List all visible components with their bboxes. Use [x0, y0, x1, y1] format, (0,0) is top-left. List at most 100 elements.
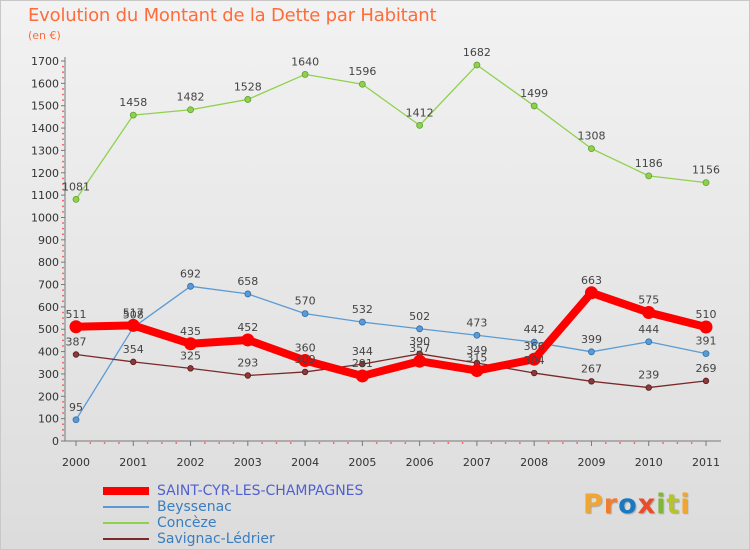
x-minor-dot: [318, 442, 321, 444]
data-label: 1156: [692, 164, 720, 177]
data-label: 502: [409, 310, 430, 323]
y-tick-label: 900: [38, 234, 59, 247]
y-minor-dot: [62, 155, 64, 157]
proxiti-logo: Proxiti: [583, 489, 691, 520]
logo-letter: P: [583, 489, 604, 520]
data-label: 1458: [119, 96, 147, 109]
data-point: [702, 350, 710, 358]
data-point: [530, 369, 538, 377]
y-minor-dot: [62, 423, 64, 426]
data-label: 532: [352, 303, 373, 316]
y-tick-label: 1600: [31, 77, 59, 90]
y-minor-dot: [62, 244, 64, 247]
y-minor-dot: [62, 412, 64, 414]
data-label: 344: [352, 345, 373, 358]
axes: 0 100 200 300 400 500 600 700 800 900 1000 1100 1200…: [31, 55, 721, 469]
y-minor-dot: [62, 65, 64, 68]
data-point: [702, 377, 710, 385]
data-label: 349: [466, 344, 487, 357]
y-minor-dot: [62, 367, 64, 370]
data-point: [470, 364, 484, 378]
legend-label: SAINT-CYR-LES-CHAMPAGNES: [157, 483, 364, 499]
series-line-3: [75, 353, 707, 389]
data-point: [72, 416, 80, 424]
data-point: [187, 282, 194, 290]
x-minor-dot: [103, 442, 106, 444]
y-minor-dot: [62, 233, 64, 236]
legend-label: Savignac-Lédrier: [157, 531, 275, 547]
data-point: [530, 102, 538, 110]
y-minor-dot: [62, 317, 64, 319]
data-label: 452: [237, 321, 258, 334]
y-tick-label: 700: [38, 279, 59, 292]
y-minor-dot: [62, 205, 64, 208]
legend-swatch: [103, 506, 149, 508]
data-point: [530, 338, 538, 346]
data-label: 511: [66, 308, 87, 321]
data-label: 508: [123, 308, 144, 321]
y-minor-dot: [62, 428, 64, 431]
data-label: 1412: [406, 106, 434, 119]
y-minor-dot: [62, 255, 64, 258]
y-minor-dot: [62, 188, 64, 191]
x-tick-label: 2001: [119, 456, 147, 469]
data-point: [359, 360, 366, 368]
logo-letter: i: [656, 489, 667, 520]
legend-item: SAINT-CYR-LES-CHAMPAGNES: [103, 483, 433, 499]
y-minor-dot: [62, 272, 64, 275]
legend-item: Savignac-Lédrier: [103, 531, 433, 547]
x-tick-label: 2008: [520, 456, 548, 469]
logo-letter: o: [618, 489, 638, 520]
x-minor-dot: [619, 442, 621, 444]
data-point: [473, 331, 481, 339]
x-minor-dot: [261, 442, 264, 444]
legend-swatch: [103, 487, 149, 495]
x-tick-label: 2003: [234, 456, 262, 469]
data-label: 442: [524, 323, 545, 336]
y-tick-label: 800: [38, 256, 59, 269]
data-label: 291: [352, 357, 373, 370]
logo-letter: x: [637, 489, 657, 520]
y-minor-dot: [62, 311, 64, 314]
x-minor-dot: [576, 442, 579, 444]
data-label: 309: [295, 353, 316, 366]
x-minor-dot: [118, 442, 120, 444]
data-point: [702, 179, 710, 187]
y-minor-dot: [62, 345, 64, 347]
x-tick-label: 2005: [348, 456, 376, 469]
y-tick-label: 400: [38, 346, 59, 359]
data-point: [187, 106, 194, 114]
data-point: [588, 145, 595, 153]
y-minor-dot: [62, 339, 64, 342]
data-point: [358, 80, 366, 88]
data-label: 293: [237, 357, 258, 370]
legend: SAINT-CYR-LES-CHAMPAGNES Beyssenac Concèze…: [103, 483, 433, 547]
x-minor-dot: [347, 442, 349, 444]
data-label: 1499: [520, 87, 548, 100]
data-label: 95: [69, 401, 83, 414]
data-point: [129, 111, 137, 119]
series-line-2: [75, 64, 707, 201]
x-minor-dot: [275, 442, 278, 444]
data-label: 239: [638, 369, 659, 382]
data-label: 390: [409, 335, 430, 348]
data-point: [301, 368, 309, 376]
data-label: 1308: [577, 130, 605, 143]
series-line-1: [75, 285, 707, 421]
data-label: 570: [295, 295, 316, 308]
y-tick-label: 1500: [31, 100, 59, 113]
x-minor-dot: [404, 442, 407, 444]
x-minor-dot: [547, 442, 550, 444]
y-minor-dot: [62, 278, 64, 280]
x-tick-label: 2000: [62, 456, 90, 469]
y-minor-dot: [62, 160, 64, 163]
series-layer: [69, 61, 713, 424]
data-label: 387: [66, 335, 87, 348]
data-point: [72, 351, 80, 358]
data-label: 575: [638, 293, 659, 306]
data-point: [588, 378, 595, 385]
x-minor-dot: [561, 442, 564, 444]
data-label: 267: [581, 362, 602, 375]
data-point: [645, 338, 653, 346]
y-minor-dot: [62, 378, 64, 381]
